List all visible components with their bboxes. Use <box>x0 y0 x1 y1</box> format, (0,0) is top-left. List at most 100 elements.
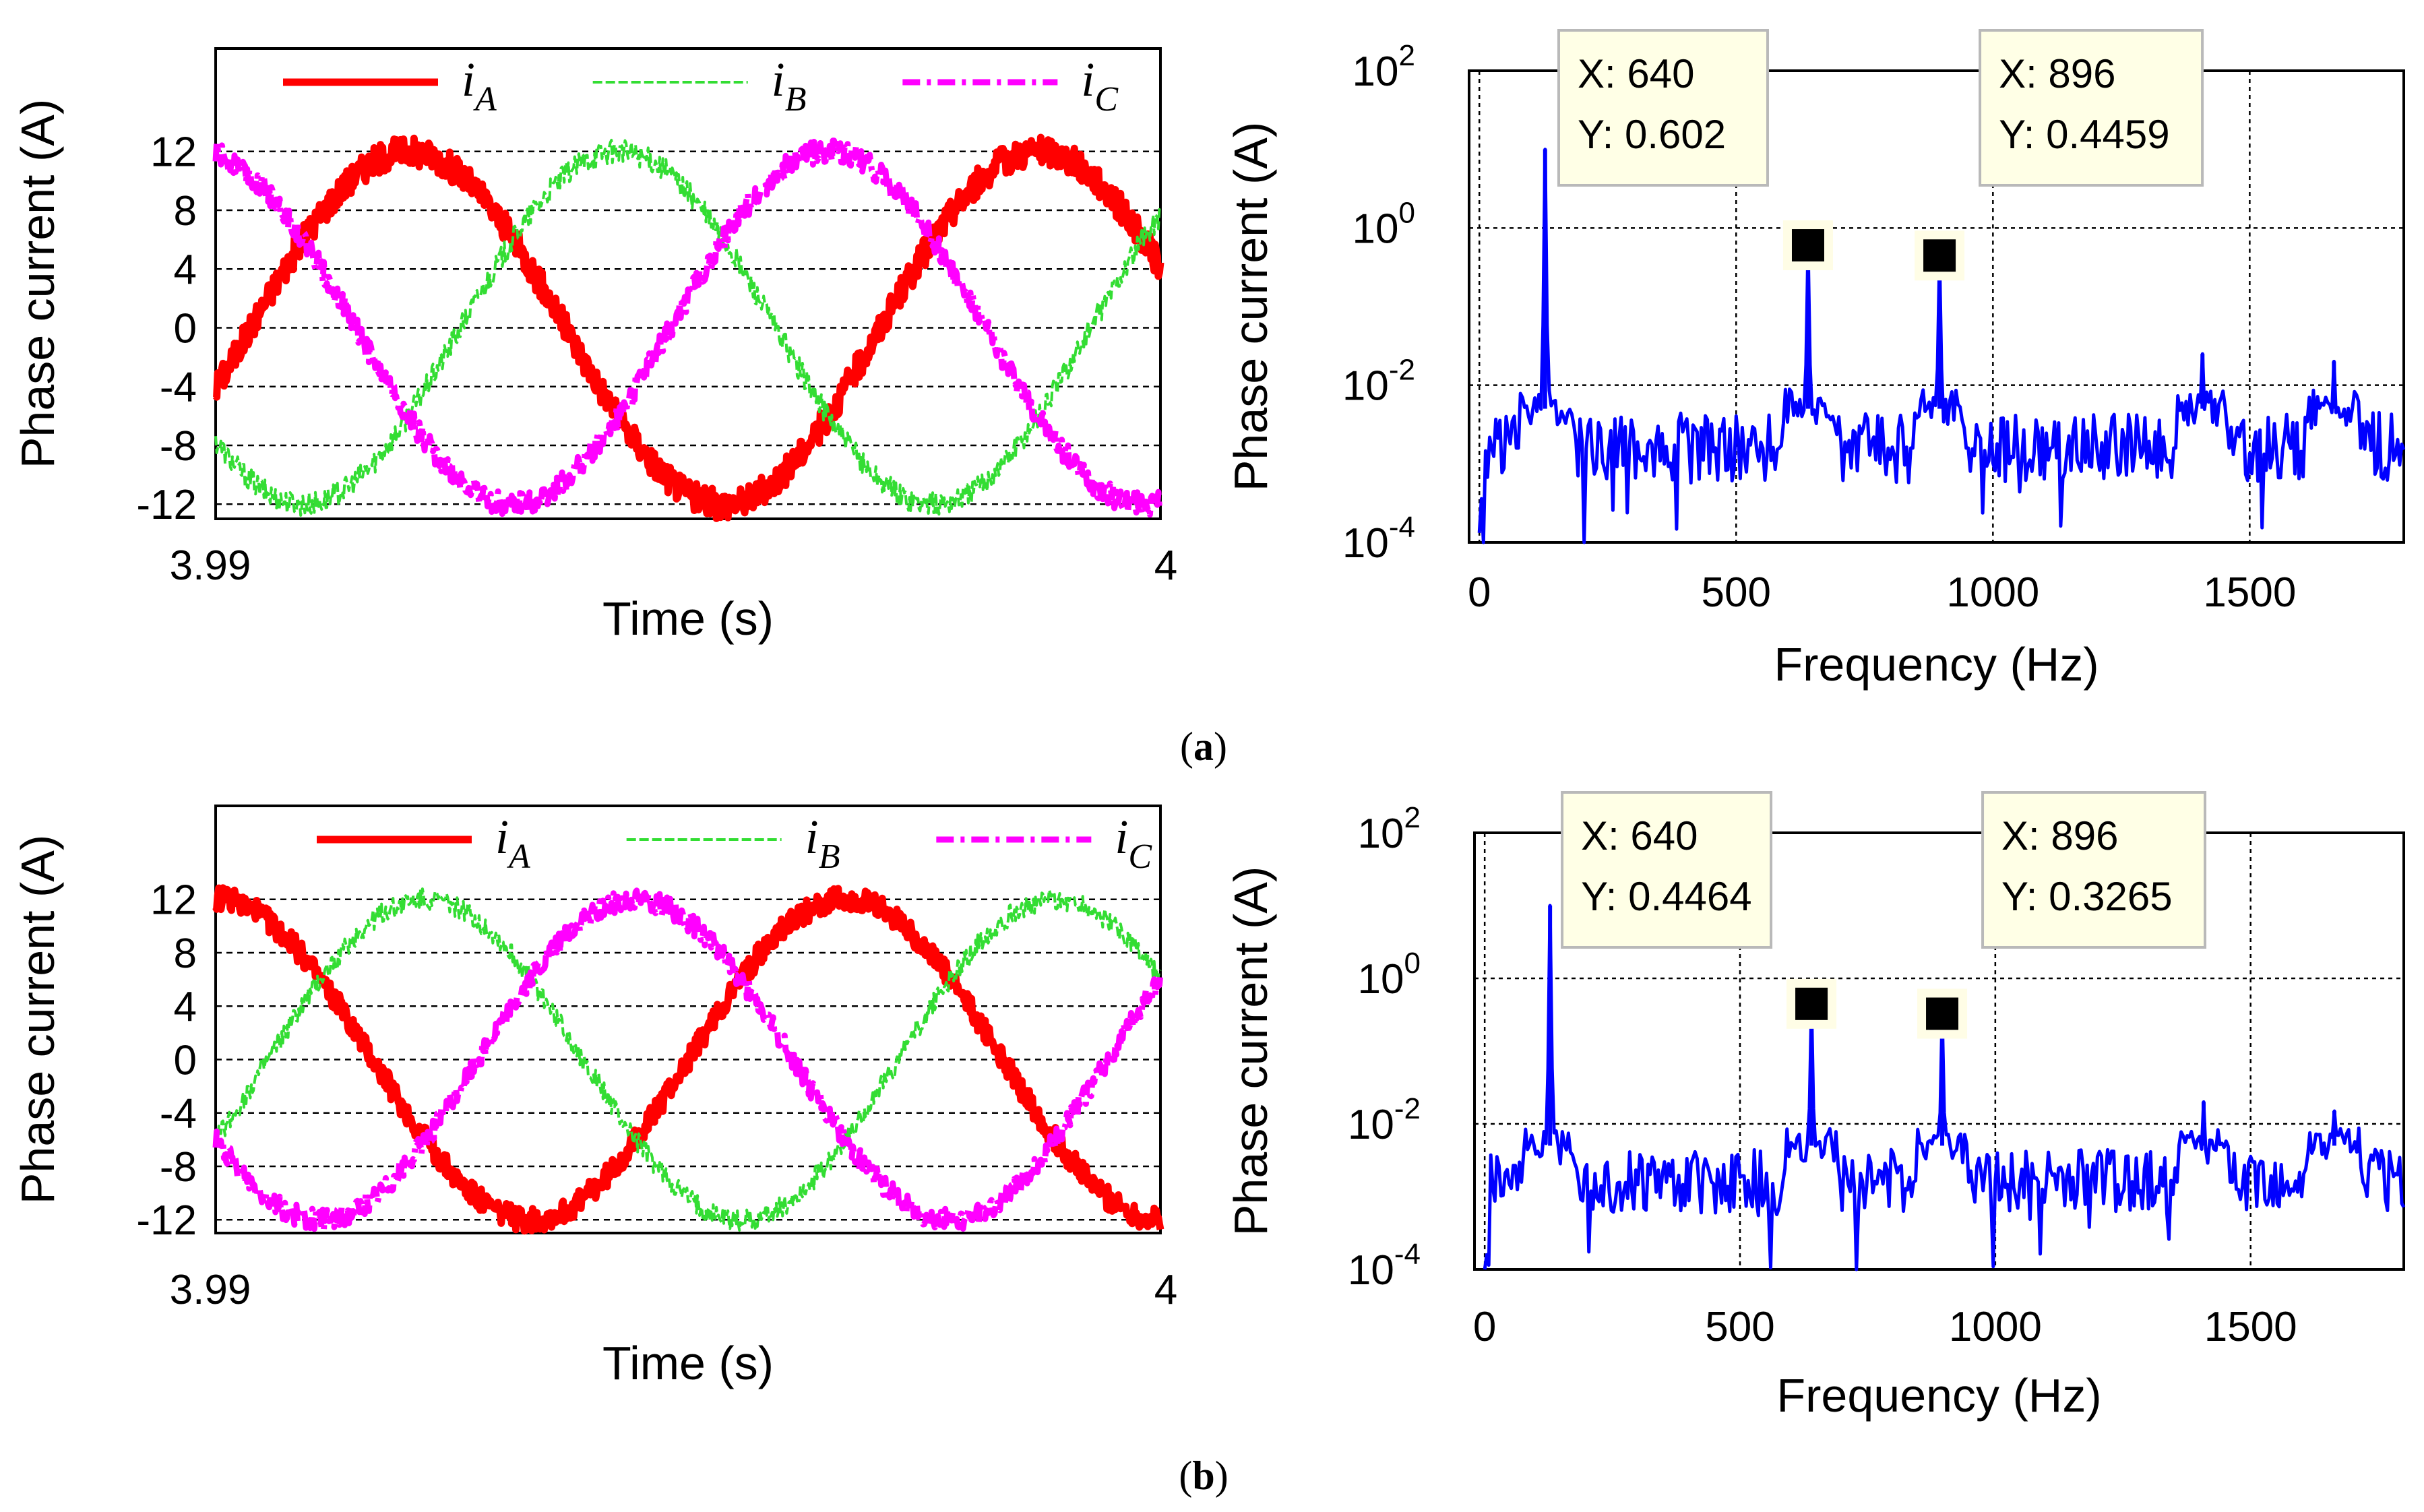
y-tick-label: 0 <box>174 1037 197 1083</box>
datatip-box <box>1979 29 2204 187</box>
caption-a-open: ( <box>1180 724 1193 769</box>
y-tick-label: 0 <box>174 305 197 352</box>
plot-area <box>214 805 1162 1234</box>
y-tick-label: 4 <box>174 984 197 1030</box>
y-axis-label: Phase current (A) <box>1224 867 1277 1236</box>
y-tick-label: 100 <box>1353 196 1415 252</box>
series-line-A <box>212 133 1164 522</box>
x-tick-label: 0 <box>1468 569 1491 616</box>
x-tick-label: 3.99 <box>170 542 251 589</box>
chart-b-time: 12 8 4 0 -4 -8 -12 3.99 4 Time (s) Phase current (… <box>11 805 1177 1389</box>
y-axis-label: Phase current (A) <box>1224 122 1277 492</box>
legend-symbol: i <box>805 810 819 864</box>
legend-subscript: A <box>507 838 530 876</box>
y-tick-exponent: -2 <box>1394 1092 1421 1125</box>
x-tick-label: 4 <box>1154 542 1177 589</box>
y-tick-label: -4 <box>160 365 197 411</box>
chart-a-time: 12 8 4 0 -4 -8 -12 3.99 4 Time (s) Phase current (… <box>11 47 1177 645</box>
legend-subscript: A <box>473 80 497 119</box>
legend-symbol: i <box>772 53 785 106</box>
y-tick-exponent: -2 <box>1389 354 1415 387</box>
x-tick-label: 1500 <box>2203 569 2296 616</box>
x-tick-label: 500 <box>1705 1304 1774 1350</box>
x-tick-label: 500 <box>1702 569 1771 616</box>
y-axis-label: Phase current (A) <box>11 835 64 1205</box>
legend-symbol: i <box>1081 53 1094 106</box>
legend-label-C: iC <box>1081 53 1119 119</box>
y-tick-label: 10-4 <box>1342 511 1415 567</box>
plot-area <box>214 47 1162 520</box>
datatip-marker <box>1926 997 1959 1030</box>
datatip-x-label: X: 896 <box>2001 813 2118 858</box>
caption-b-letter: b <box>1192 1453 1214 1498</box>
caption-b-open: ( <box>1179 1453 1192 1498</box>
caption-b: (b) <box>1179 1453 1228 1498</box>
legend-symbol: i <box>462 53 475 106</box>
datatip-y-label: Y: 0.602 <box>1578 112 1726 157</box>
datatip-marker <box>1795 987 1828 1020</box>
legend-symbol: i <box>495 810 509 864</box>
y-tick-exponent: 0 <box>1399 196 1415 229</box>
x-tick-label: 1000 <box>1946 569 2039 616</box>
caption-a: (a) <box>1180 724 1227 769</box>
x-axis-label: Time (s) <box>602 592 774 645</box>
datatip-y-label: Y: 0.3265 <box>2001 874 2173 919</box>
y-tick-base: 10 <box>1353 49 1399 95</box>
y-tick-label: 102 <box>1353 39 1415 95</box>
datatip-box <box>1981 791 2207 949</box>
y-tick-base: 10 <box>1348 1102 1394 1148</box>
x-tick-label: 1000 <box>1949 1304 2042 1350</box>
datatip-x-label: X: 640 <box>1578 51 1694 96</box>
series-line-A <box>212 884 1164 1235</box>
x-axis-label: Frequency (Hz) <box>1774 638 2099 691</box>
y-tick-label: 4 <box>174 247 197 293</box>
x-axis-label: Frequency (Hz) <box>1776 1369 2101 1422</box>
y-tick-label: 12 <box>150 877 197 924</box>
datatip-y-label: Y: 0.4459 <box>1999 112 2170 157</box>
datatip-marker <box>1923 239 1956 272</box>
series-line-B <box>214 138 1162 517</box>
series-line-B <box>214 887 1162 1232</box>
y-tick-base: 10 <box>1358 811 1404 857</box>
y-tick-label: 102 <box>1358 801 1421 857</box>
y-tick-exponent: 2 <box>1399 39 1415 72</box>
x-tick-label: 1500 <box>2204 1304 2297 1350</box>
y-tick-label: 8 <box>174 188 197 234</box>
y-tick-base: 10 <box>1348 1247 1394 1294</box>
legend-label-B: iB <box>772 53 807 119</box>
y-tick-label: -4 <box>160 1091 197 1137</box>
datatip-marker <box>1791 229 1824 262</box>
x-tick-label: 4 <box>1154 1267 1177 1313</box>
y-tick-base: 10 <box>1358 956 1404 1003</box>
series-line-C <box>212 887 1164 1233</box>
x-tick-label: 0 <box>1473 1304 1496 1350</box>
y-tick-label: 10-2 <box>1348 1092 1421 1148</box>
y-tick-label: 8 <box>174 931 197 977</box>
y-tick-exponent: 2 <box>1404 801 1421 834</box>
caption-b-close: ) <box>1215 1453 1229 1498</box>
y-axis-label: Phase current (A) <box>11 99 64 469</box>
datatip-box <box>1561 791 1773 949</box>
y-tick-base: 10 <box>1353 206 1399 252</box>
spectrum-line <box>1477 148 2406 544</box>
y-tick-base: 10 <box>1342 520 1389 567</box>
legend-label-B: iB <box>805 810 840 876</box>
datatip-x-label: X: 896 <box>1999 51 2115 96</box>
legend-subscript: C <box>1094 80 1119 119</box>
y-tick-label: -12 <box>136 482 197 528</box>
legend-label-A: iA <box>495 810 530 876</box>
x-axis-label: Time (s) <box>602 1337 774 1389</box>
y-tick-label: -8 <box>160 423 197 470</box>
y-tick-label: 10-2 <box>1342 354 1415 410</box>
y-tick-exponent: -4 <box>1389 511 1415 544</box>
legend-subscript: B <box>785 80 807 119</box>
caption-a-letter: a <box>1193 724 1214 769</box>
caption-a-close: ) <box>1214 724 1227 769</box>
y-tick-label: -8 <box>160 1144 197 1191</box>
legend-label-C: iC <box>1115 810 1152 876</box>
datatip-x-label: X: 640 <box>1581 813 1698 858</box>
datatip-y-label: Y: 0.4464 <box>1581 874 1752 919</box>
